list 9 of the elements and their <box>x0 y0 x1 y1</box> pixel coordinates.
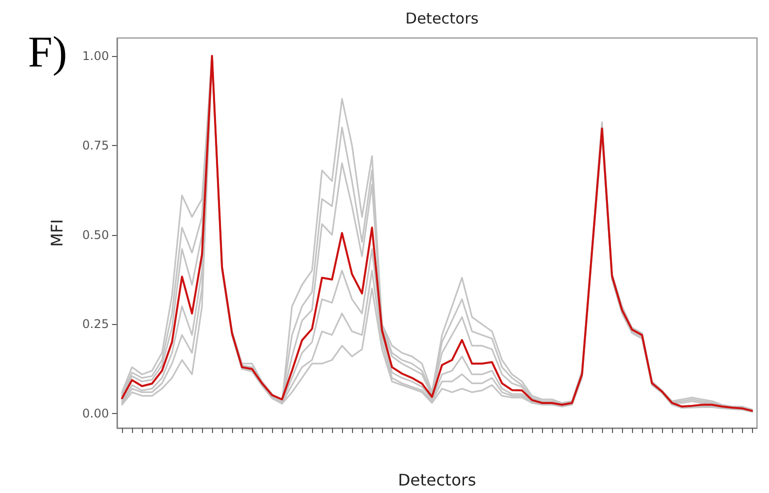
x-axis-title: Detectors <box>398 470 476 490</box>
text: F) <box>28 28 68 76</box>
y-tick-label: 0.25 <box>82 317 109 332</box>
chart-title: Detectors <box>405 10 479 28</box>
y-tick-label: 0.75 <box>82 138 109 152</box>
y-tick-label: 1.00 <box>82 48 109 63</box>
y-tick-label: 0.00 <box>82 406 109 421</box>
y-axis-title: MFI <box>48 219 66 247</box>
y-tick-label: 0.50 <box>82 228 109 242</box>
